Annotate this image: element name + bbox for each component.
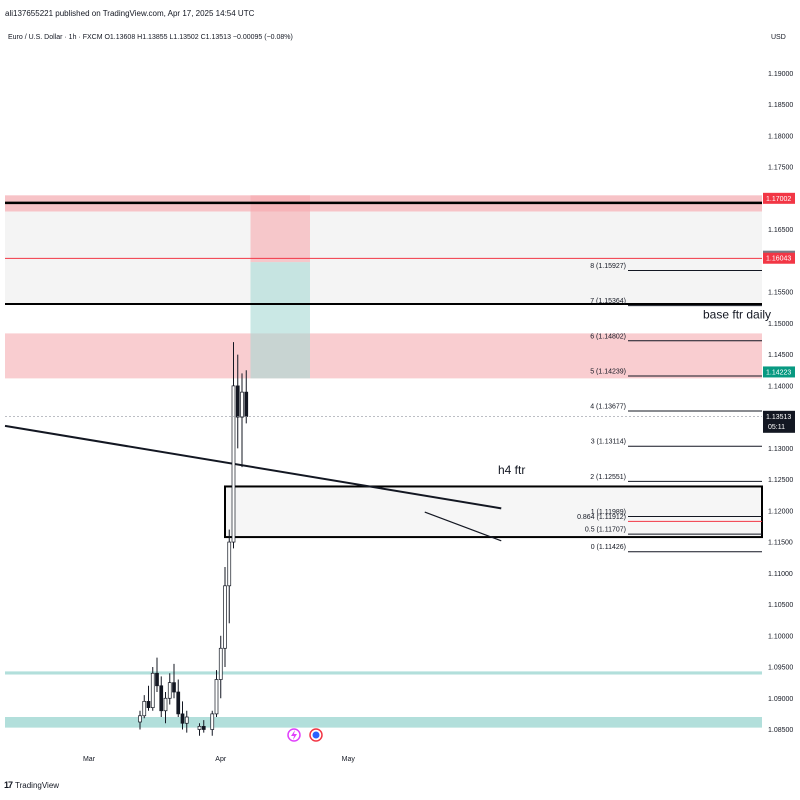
time-label-apr: Apr: [215, 756, 227, 763]
symbol-info: Euro / U.S. Dollar · 1h · FXCM O1.13608 …: [8, 34, 293, 41]
price-tag-label: 1.13513: [766, 414, 791, 421]
candle-body: [138, 715, 142, 723]
fib-label-2: 6 (1.14802): [590, 333, 626, 340]
fib-label-4: 4 (1.13677): [590, 404, 626, 411]
time-axis: Mar Apr May: [83, 756, 355, 763]
candle-body: [235, 385, 240, 418]
candle-body: [163, 697, 168, 712]
price-tag-countdown: 05:11: [768, 424, 785, 431]
candle-body: [244, 391, 249, 417]
candle-body: [231, 385, 236, 543]
candle-body: [214, 679, 219, 715]
candle-body: [227, 541, 232, 587]
price-tick: 1.18000: [768, 133, 793, 140]
candle-body: [210, 713, 215, 730]
candle-body: [223, 585, 227, 649]
price-tag-1.14223: [763, 366, 795, 378]
time-label-mar: Mar: [83, 756, 96, 763]
price-tick: 1.12500: [768, 477, 793, 484]
price-tag-1.16043: [763, 252, 795, 264]
ftr-box-rect: [224, 485, 763, 539]
price-tick: 1.13000: [768, 446, 793, 453]
price-tick: 1.10500: [768, 602, 793, 609]
trendlines-layer: [4, 424, 502, 542]
candle-body: [172, 682, 176, 693]
candle-body: [176, 691, 181, 715]
fib-label-6: 2 (1.12551): [590, 474, 626, 481]
price-tick: 1.10000: [768, 633, 793, 640]
price-tick: 1.17500: [768, 165, 793, 172]
footer: 17 TradingView: [4, 780, 59, 790]
price-tag-1.13513: [763, 410, 795, 433]
fib-label-10: 0 (1.11426): [591, 544, 626, 551]
annotation-h4-ftr: h4 ftr: [498, 463, 525, 477]
fib-label-8: 0.864 (1.11912): [577, 514, 626, 521]
candle-body: [197, 726, 202, 730]
price-axis: 1.190001.185001.180001.175001.170001.165…: [768, 71, 793, 734]
price-tick: 1.15000: [768, 321, 793, 328]
price-tick: 1.12000: [768, 508, 793, 515]
annotations-layer: base ftr daily h4 ftr: [498, 307, 771, 477]
candle-body: [180, 713, 185, 724]
price-tag-label: 1.17002: [766, 196, 791, 203]
candles-layer: [138, 342, 249, 736]
fib-label-9: 0.5 (1.11707): [585, 527, 626, 534]
premium-zone: [5, 211, 762, 304]
price-tick: 1.16500: [768, 227, 793, 234]
fib-label-3: 5 (1.14239): [590, 368, 626, 375]
footer-brand: TradingView: [15, 780, 60, 790]
price-tick: 1.19000: [768, 71, 793, 78]
candle-body: [167, 682, 172, 699]
price-tick: 1.15500: [768, 290, 793, 297]
position-target-zone: [250, 262, 310, 379]
lightning-icon: [291, 730, 297, 740]
event-icons: [287, 728, 323, 742]
position-stop-zone: [250, 195, 310, 263]
fib-label-7: 1 (1.11989): [591, 509, 626, 516]
candle-body: [218, 647, 223, 680]
annotation-base-ftr-daily: base ftr daily: [703, 307, 771, 321]
demand-zone-upper: [5, 671, 762, 675]
price-tick: 1.11000: [768, 571, 793, 578]
fib-label-0: 8 (1.15927): [590, 263, 626, 270]
price-tick: 1.09500: [768, 665, 793, 672]
candle-body: [155, 672, 159, 687]
fib-extension: 8 (1.15927) 7 (1.15364) 6 (1.14802) 5 (1.14…: [577, 263, 762, 553]
time-label-may: May: [342, 756, 356, 763]
fib-label-5: 3 (1.13114): [591, 439, 626, 446]
candle-body: [240, 391, 244, 418]
h4-ftr-box: [224, 485, 763, 539]
position-tool: [250, 195, 310, 379]
price-tick: 1.11500: [768, 540, 793, 547]
price-tick: 1.09000: [768, 696, 793, 703]
price-tag-1.17002: [763, 192, 795, 204]
demand-zone-lower: [5, 717, 762, 728]
supply-zone-mid: [5, 333, 762, 379]
price-tick: 1.18500: [768, 102, 793, 109]
currency-label: USD: [771, 34, 786, 41]
zones-layer: [5, 195, 762, 728]
fib-label-1: 7 (1.15364): [590, 298, 626, 305]
price-tag-label: 1.14223: [766, 369, 791, 376]
candle-body: [150, 672, 155, 708]
horizontal-lines-layer: [5, 201, 762, 306]
price-tick: 1.08500: [768, 727, 793, 734]
candle-body: [184, 716, 189, 724]
candle-body: [201, 726, 206, 730]
tradingview-logo-icon: 17: [4, 780, 13, 790]
price-tick: 1.14000: [768, 383, 793, 390]
price-tag-label: 1.16043: [766, 256, 791, 263]
candle-body: [146, 701, 151, 708]
price-tick: 1.14500: [768, 352, 793, 359]
us-flag-icon: [312, 731, 320, 739]
trendline-0: [4, 424, 502, 510]
trendline-1: [424, 511, 502, 542]
candle-body: [159, 685, 164, 712]
published-caption: ali137655221 published on TradingView.co…: [5, 9, 255, 18]
candle-body: [142, 701, 147, 717]
